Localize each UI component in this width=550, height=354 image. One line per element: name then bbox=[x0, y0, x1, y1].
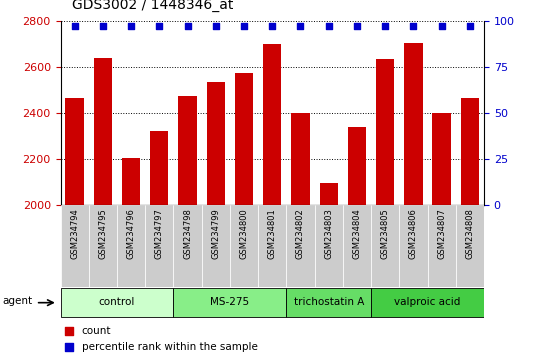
Bar bbox=[65, 98, 84, 205]
Text: GSM234805: GSM234805 bbox=[381, 208, 390, 258]
Bar bbox=[173, 205, 202, 287]
Text: agent: agent bbox=[3, 296, 33, 306]
Bar bbox=[456, 205, 484, 287]
Bar bbox=[235, 73, 253, 205]
Text: valproic acid: valproic acid bbox=[394, 297, 461, 307]
Bar bbox=[287, 205, 315, 287]
Point bbox=[155, 23, 164, 29]
Bar bbox=[371, 288, 484, 317]
Bar bbox=[89, 205, 117, 287]
Text: GSM234806: GSM234806 bbox=[409, 208, 418, 259]
Bar bbox=[178, 96, 197, 205]
Text: MS-275: MS-275 bbox=[210, 297, 250, 307]
Text: GSM234807: GSM234807 bbox=[437, 208, 446, 259]
Bar bbox=[263, 44, 282, 205]
Text: GSM234802: GSM234802 bbox=[296, 208, 305, 258]
Bar bbox=[427, 205, 456, 287]
Bar bbox=[404, 43, 422, 205]
Bar bbox=[320, 183, 338, 205]
Text: percentile rank within the sample: percentile rank within the sample bbox=[81, 342, 257, 352]
Text: GSM234799: GSM234799 bbox=[211, 208, 221, 258]
Bar bbox=[145, 205, 173, 287]
Text: GSM234808: GSM234808 bbox=[465, 208, 475, 259]
Bar bbox=[230, 205, 258, 287]
Text: GSM234794: GSM234794 bbox=[70, 208, 79, 258]
Point bbox=[268, 23, 277, 29]
Bar bbox=[122, 158, 140, 205]
Point bbox=[381, 23, 389, 29]
Bar bbox=[432, 113, 451, 205]
Point bbox=[183, 23, 192, 29]
Text: GSM234797: GSM234797 bbox=[155, 208, 164, 259]
Text: GSM234801: GSM234801 bbox=[268, 208, 277, 258]
Bar bbox=[150, 131, 168, 205]
Text: GSM234795: GSM234795 bbox=[98, 208, 107, 258]
Point bbox=[324, 23, 333, 29]
Point bbox=[64, 328, 73, 334]
Bar bbox=[94, 58, 112, 205]
Bar bbox=[202, 205, 230, 287]
Bar bbox=[461, 98, 479, 205]
Bar bbox=[343, 205, 371, 287]
Bar bbox=[287, 288, 371, 317]
Point bbox=[465, 23, 474, 29]
Bar bbox=[60, 205, 89, 287]
Bar bbox=[348, 127, 366, 205]
Text: GSM234796: GSM234796 bbox=[126, 208, 136, 259]
Point bbox=[240, 23, 249, 29]
Point bbox=[409, 23, 418, 29]
Point bbox=[126, 23, 135, 29]
Bar bbox=[371, 205, 399, 287]
Point bbox=[437, 23, 446, 29]
Text: GDS3002 / 1448346_at: GDS3002 / 1448346_at bbox=[72, 0, 233, 12]
Bar bbox=[117, 205, 145, 287]
Bar bbox=[376, 59, 394, 205]
Point bbox=[211, 23, 220, 29]
Text: count: count bbox=[81, 326, 111, 336]
Text: control: control bbox=[99, 297, 135, 307]
Text: trichostatin A: trichostatin A bbox=[294, 297, 364, 307]
Bar bbox=[60, 288, 173, 317]
Point bbox=[98, 23, 107, 29]
Bar bbox=[315, 205, 343, 287]
Text: GSM234800: GSM234800 bbox=[239, 208, 249, 258]
Text: GSM234804: GSM234804 bbox=[353, 208, 361, 258]
Point bbox=[353, 23, 361, 29]
Point bbox=[64, 344, 73, 350]
Bar bbox=[207, 82, 225, 205]
Text: GSM234803: GSM234803 bbox=[324, 208, 333, 259]
Point bbox=[70, 23, 79, 29]
Bar bbox=[173, 288, 287, 317]
Bar bbox=[292, 113, 310, 205]
Bar bbox=[399, 205, 427, 287]
Point bbox=[296, 23, 305, 29]
Bar bbox=[258, 205, 287, 287]
Text: GSM234798: GSM234798 bbox=[183, 208, 192, 259]
